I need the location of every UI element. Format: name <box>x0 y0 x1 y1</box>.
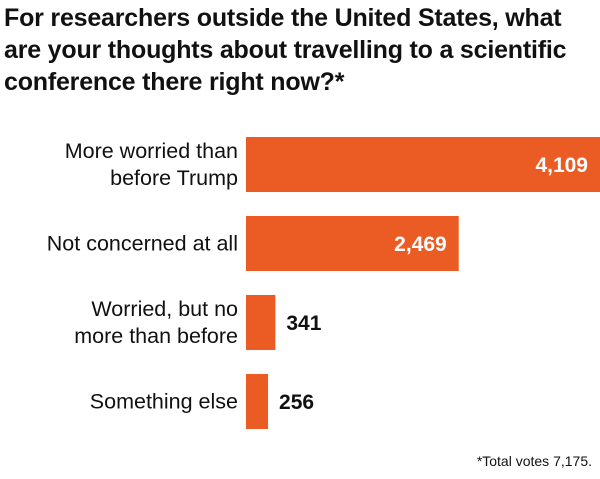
bar-3 <box>246 295 276 350</box>
value-label-1: 4,109 <box>535 154 588 177</box>
value-label-4: 256 <box>279 391 314 414</box>
footnote: *Total votes 7,175. <box>476 453 592 469</box>
category-label-4: Something else <box>90 390 238 414</box>
bars-group: More worried than before Trump 4,109 Not co… <box>47 137 600 429</box>
value-label-2: 2,469 <box>394 233 447 256</box>
chart-title: For researchers outside the United State… <box>4 4 567 96</box>
category-label-2: Not concerned at all <box>47 232 238 256</box>
bar-4 <box>246 374 269 429</box>
category-label-1: More worried than before Trump <box>65 139 238 190</box>
category-label-3: Worried, but no more than before <box>74 297 238 348</box>
bar-1 <box>246 137 600 192</box>
bar-2 <box>246 216 459 271</box>
value-label-3: 341 <box>286 312 321 335</box>
